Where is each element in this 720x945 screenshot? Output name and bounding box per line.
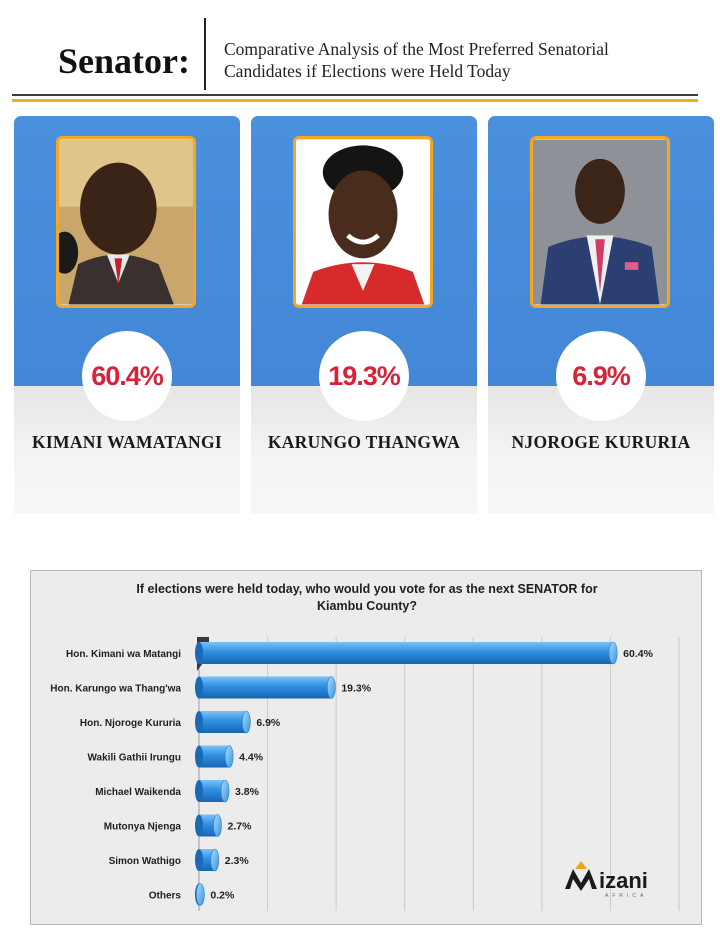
logo-wordmark: izani — [599, 868, 648, 893]
bar-base — [195, 642, 203, 664]
value-label: 3.8% — [235, 786, 260, 798]
value-label: 4.4% — [239, 752, 264, 764]
bar-cap — [210, 848, 220, 872]
bar-base — [195, 780, 203, 802]
bar-chart: Hon. Kimani wa Matangi 60.4% Hon. Karungo … — [50, 637, 680, 911]
value-label: 6.9% — [256, 717, 281, 729]
candidate-photo-3 — [530, 136, 670, 308]
bar-base — [195, 745, 203, 768]
percent-value-3: 6.9% — [572, 360, 631, 391]
candidate-card-1: 60.4% KIMANI WAMATANGI — [14, 116, 240, 514]
percent-badge-3: 6.9% — [556, 331, 646, 421]
candidate-portrait-2 — [296, 139, 430, 305]
value-label: 0.2% — [210, 890, 235, 902]
candidate-card-3: 6.9% NJOROGE KURURIA — [488, 116, 714, 514]
value-label: 19.3% — [341, 683, 371, 695]
candidate-photo-1 — [56, 136, 196, 308]
bar-base — [195, 814, 203, 837]
bar-cap — [608, 641, 618, 665]
bar-cap — [213, 814, 222, 837]
bar-cap — [242, 710, 251, 734]
title-divider — [204, 18, 206, 90]
page-subtitle: Comparative Analysis of the Most Preferr… — [224, 38, 694, 82]
category-label: Michael Waikenda — [95, 787, 181, 798]
candidate-name-2: KARUNGO THANGWA — [267, 432, 461, 452]
category-label: Hon. Njoroge Kururia — [80, 718, 182, 729]
bar — [199, 745, 230, 768]
category-label: Simon Wathigo — [109, 856, 181, 867]
value-label: 2.3% — [225, 855, 250, 867]
header-rule-gold — [12, 99, 698, 102]
header: Senator: Comparative Analysis of the Mos… — [0, 0, 720, 102]
bar-cap — [327, 676, 336, 699]
candidate-portrait-1 — [59, 139, 193, 305]
bar-chart-panel: If elections were held today, who would … — [30, 570, 702, 925]
chart-title-line-1: If elections were held today, who would … — [136, 582, 598, 596]
candidate-photo-2 — [293, 136, 433, 308]
logo-tagline: AFRICA — [605, 893, 647, 899]
category-label: Wakili Gathii Irungu — [87, 753, 181, 764]
bar — [199, 849, 215, 871]
percent-badge-1: 60.4% — [82, 331, 172, 421]
bar-cap — [220, 779, 230, 803]
chart-bars: Hon. Kimani wa Matangi 60.4% Hon. Karungo … — [50, 641, 654, 906]
category-label: Others — [149, 891, 182, 902]
bar-base — [195, 849, 203, 871]
subtitle-line-1: Comparative Analysis of the Most Preferr… — [224, 39, 609, 59]
percent-badge-2: 19.3% — [319, 331, 409, 421]
bar — [199, 676, 332, 699]
value-label: 60.4% — [623, 648, 653, 660]
chart-title: If elections were held today, who would … — [71, 581, 663, 615]
candidate-name-3: NJOROGE KURURIA — [511, 432, 691, 452]
percent-value-2: 19.3% — [328, 360, 401, 391]
category-label: Hon. Karungo wa Thang'wa — [50, 684, 181, 695]
bar-cap — [224, 745, 234, 768]
mizani-logo-mark: izani AFRICA — [565, 861, 648, 899]
bar — [199, 780, 226, 802]
category-label: Mutonya Njenga — [104, 822, 182, 833]
bar — [199, 814, 218, 837]
candidate-name-1: KIMANI WAMATANGI — [31, 432, 222, 452]
bar-base — [195, 711, 203, 733]
bar-base — [195, 676, 203, 699]
chart-title-line-2: Kiambu County? — [317, 599, 417, 613]
value-label: 2.7% — [228, 821, 253, 833]
bar — [199, 711, 247, 733]
subtitle-line-2: Candidates if Elections were Held Today — [224, 61, 511, 81]
percent-value-1: 60.4% — [91, 360, 164, 391]
bar — [199, 642, 614, 664]
candidate-card-2: 19.3% KARUNGO THANGWA — [251, 116, 477, 514]
bar-cap — [196, 883, 205, 906]
header-rule-dark — [12, 94, 698, 96]
category-label: Hon. Kimani wa Matangi — [66, 649, 181, 660]
mizani-logo: izani AFRICA — [561, 859, 681, 899]
candidate-portrait-3 — [533, 139, 667, 305]
page-title: Senator: — [58, 41, 190, 81]
